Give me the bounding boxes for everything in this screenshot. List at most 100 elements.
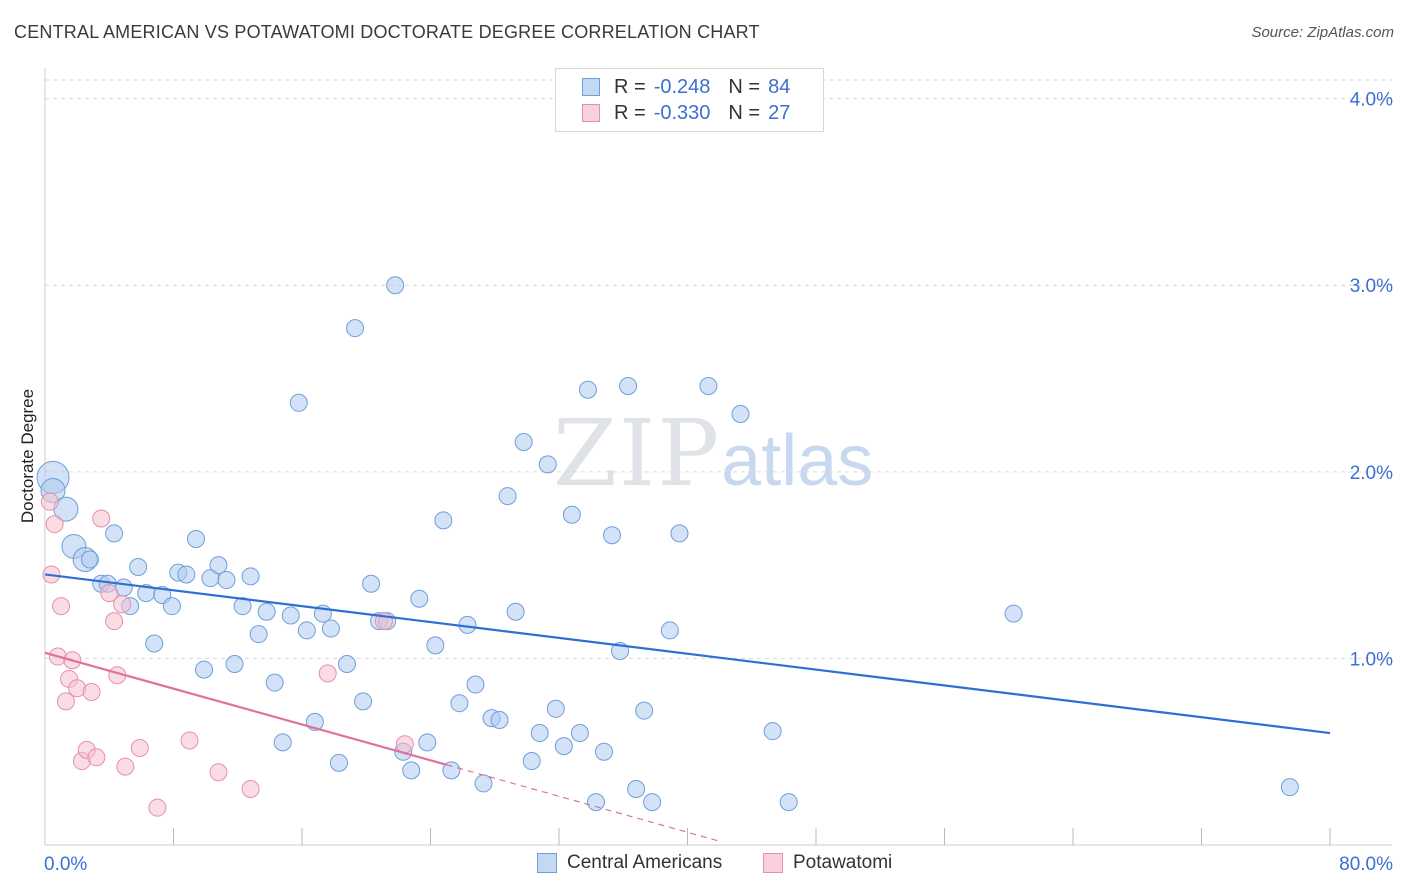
- data-point-central-americans: [241, 567, 260, 586]
- x-tick-label-min: 0.0%: [44, 854, 87, 875]
- data-point-central-americans: [474, 774, 493, 793]
- data-point-central-americans: [562, 505, 581, 524]
- legend-r-value: -0.248: [653, 75, 711, 98]
- data-point-central-americans: [289, 393, 308, 412]
- data-point-central-americans: [362, 574, 381, 593]
- data-point-central-americans: [1280, 778, 1299, 797]
- legend-swatch-blue: [537, 853, 557, 873]
- data-point-potawatomi: [87, 748, 106, 767]
- data-point-central-americans: [660, 621, 679, 640]
- data-point-central-americans: [643, 793, 662, 812]
- legend-row-potawatomi: R = -0.330 N = 27: [582, 100, 790, 126]
- data-point-central-americans: [217, 571, 236, 590]
- data-point-central-americans: [233, 597, 252, 616]
- watermark-zip: ZIP: [553, 400, 722, 507]
- source-credit: Source: ZipAtlas.com: [1251, 24, 1394, 41]
- data-point-central-americans: [522, 752, 541, 771]
- data-point-central-americans: [249, 625, 268, 644]
- data-point-central-americans: [530, 724, 549, 743]
- data-point-central-americans: [129, 557, 148, 576]
- data-point-central-americans: [434, 511, 453, 530]
- data-point-central-americans: [186, 530, 205, 548]
- trendline-potawatomi-extension: [446, 764, 720, 842]
- legend-n-label: N =: [728, 101, 761, 124]
- data-point-potawatomi: [92, 509, 111, 528]
- legend-item-central-americans: Central Americans: [537, 852, 722, 874]
- data-point-central-americans: [538, 455, 557, 474]
- data-point-potawatomi: [56, 692, 75, 711]
- data-point-potawatomi: [52, 597, 71, 616]
- data-point-central-americans: [514, 432, 533, 451]
- data-point-central-americans: [442, 761, 461, 780]
- data-point-potawatomi: [180, 731, 199, 750]
- data-point-central-americans: [554, 737, 573, 756]
- data-point-potawatomi: [82, 683, 101, 701]
- legend-n-value: 84: [768, 75, 791, 98]
- data-point-central-americans: [386, 276, 405, 295]
- legend-swatch-pink: [763, 853, 783, 873]
- data-point-central-americans: [209, 556, 228, 575]
- y-tick-label: 4.0%: [1350, 90, 1393, 111]
- data-point-central-americans: [779, 793, 798, 812]
- y-axis-label: Doctorate Degree: [18, 389, 37, 523]
- legend-swatch-blue: [582, 78, 600, 96]
- chart-title: CENTRAL AMERICAN VS POTAWATOMI DOCTORATE…: [14, 22, 760, 42]
- data-point-central-americans: [450, 694, 469, 713]
- data-point-potawatomi: [100, 584, 119, 603]
- data-point-central-americans: [321, 619, 340, 638]
- trendline-central-americans: [44, 573, 1331, 735]
- y-tick-label: 2.0%: [1350, 463, 1393, 484]
- legend-row-central-americans: R = -0.248 N = 84: [582, 74, 790, 100]
- data-point-central-americans: [570, 724, 589, 743]
- legend-n-label: N =: [728, 75, 761, 98]
- watermark-atlas: atlas: [721, 421, 874, 501]
- data-point-central-americans: [498, 487, 517, 506]
- legend-label: Potawatomi: [793, 852, 893, 873]
- data-point-central-americans: [145, 634, 164, 653]
- y-tick-label: 1.0%: [1350, 649, 1393, 670]
- data-point-central-americans: [354, 692, 373, 711]
- correlation-legend: R = -0.248 N = 84 R = -0.330 N = 27: [555, 68, 824, 132]
- data-point-central-americans: [490, 710, 509, 729]
- data-point-potawatomi: [209, 763, 228, 782]
- data-point-central-americans: [105, 524, 124, 543]
- data-point-central-americans: [1004, 604, 1023, 623]
- data-point-central-americans: [578, 380, 597, 399]
- data-point-central-americans: [346, 319, 365, 338]
- data-point-central-americans: [699, 377, 718, 395]
- data-point-potawatomi: [40, 492, 59, 511]
- data-point-central-americans: [337, 655, 356, 674]
- data-point-central-americans: [670, 524, 689, 543]
- data-point-central-americans: [546, 699, 565, 718]
- data-point-potawatomi: [116, 757, 135, 776]
- data-point-central-americans: [177, 565, 196, 584]
- data-point-central-americans: [426, 636, 445, 655]
- watermark: ZIPatlas: [553, 400, 873, 507]
- data-point-central-americans: [162, 597, 181, 616]
- data-point-central-americans: [257, 602, 276, 621]
- data-point-potawatomi: [148, 798, 167, 817]
- data-point-potawatomi: [113, 595, 132, 614]
- legend-n-value: 27: [768, 101, 791, 124]
- data-point-central-americans: [418, 733, 437, 752]
- data-point-central-americans: [627, 780, 646, 799]
- data-point-central-americans: [297, 621, 316, 640]
- data-point-potawatomi: [318, 664, 337, 683]
- legend-r-value: -0.330: [653, 101, 711, 124]
- data-point-potawatomi: [130, 738, 149, 757]
- series-legend: Central Americans Potawatomi: [0, 852, 1406, 878]
- data-point-central-americans: [273, 733, 292, 752]
- data-point-central-americans: [466, 675, 485, 694]
- data-point-potawatomi: [395, 735, 414, 754]
- legend-label: Central Americans: [567, 852, 723, 873]
- legend-item-potawatomi: Potawatomi: [763, 852, 892, 874]
- legend-r-label: R =: [614, 101, 646, 124]
- data-point-central-americans: [225, 655, 244, 674]
- data-point-central-americans: [195, 660, 214, 679]
- data-point-central-americans: [329, 753, 348, 772]
- data-point-central-americans: [506, 602, 525, 621]
- data-point-central-americans: [410, 589, 429, 608]
- data-point-central-americans: [281, 606, 300, 625]
- data-point-central-americans: [265, 673, 284, 692]
